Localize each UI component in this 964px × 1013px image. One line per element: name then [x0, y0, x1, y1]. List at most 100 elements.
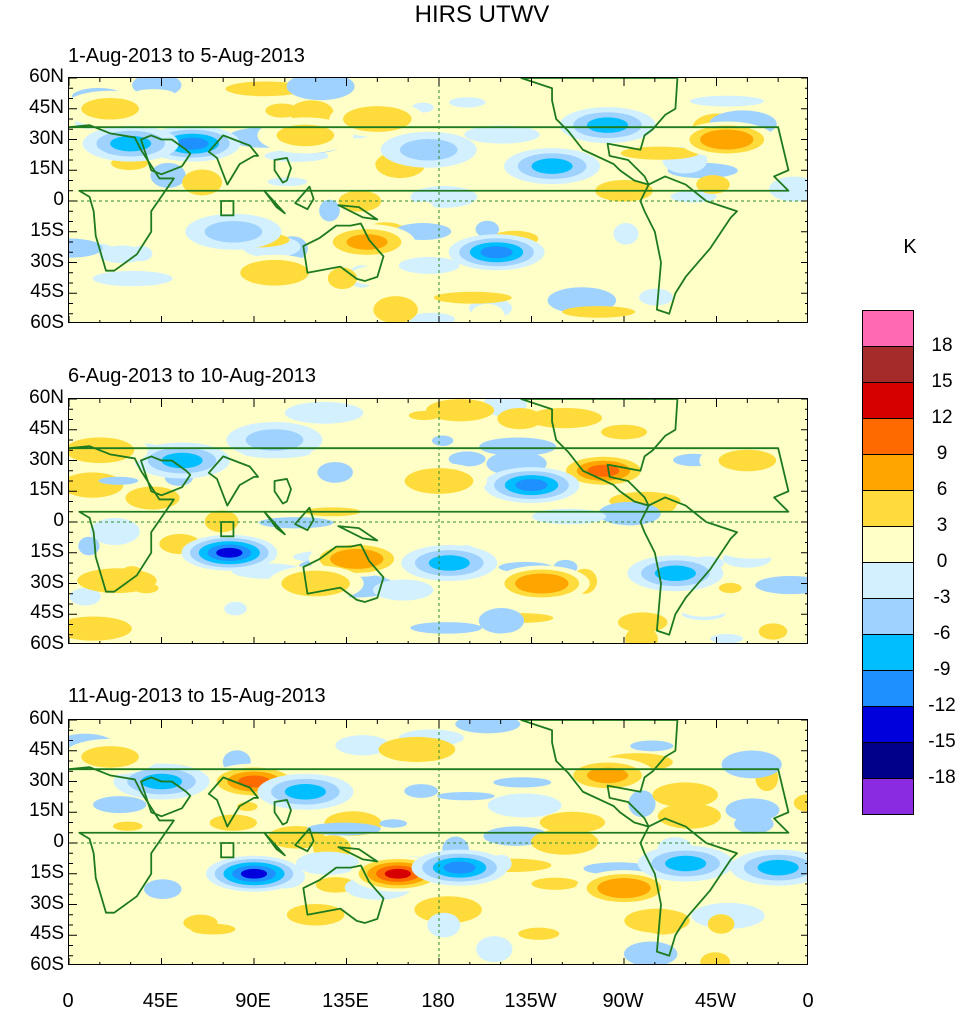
- lat-tick-label: 60N: [29, 66, 64, 87]
- anomaly-blob: [129, 245, 153, 262]
- anomaly-contour: [81, 97, 139, 120]
- lat-tick-label: 15S: [30, 861, 64, 883]
- continent-outline: [273, 799, 292, 826]
- lon-tick-label: 0: [802, 990, 814, 1012]
- anomaly-blob: [562, 306, 636, 318]
- continent-outline: [69, 766, 790, 914]
- colorbar-swatch: [862, 562, 914, 599]
- anomaly-contour: [204, 220, 263, 243]
- anomaly-blob: [379, 819, 408, 828]
- anomaly-blob: [170, 732, 208, 758]
- anomaly-blob: [707, 914, 735, 934]
- anomaly-blob: [718, 582, 742, 594]
- anomaly-blob: [478, 608, 525, 634]
- anomaly-contour: [399, 138, 458, 161]
- anomaly-blob: [725, 798, 780, 822]
- anomaly-blob: [113, 821, 143, 831]
- anomaly-contour: [586, 117, 629, 133]
- colorbar-level-label: -9: [933, 659, 951, 680]
- anomaly-blob: [700, 952, 731, 964]
- anomaly-blob: [601, 424, 648, 440]
- colorbar-level-label: -3: [933, 587, 951, 608]
- lat-tick-label: 45S: [30, 281, 64, 303]
- anomaly-blob: [470, 303, 505, 322]
- anomaly-blob: [224, 601, 247, 616]
- continent-outline: [140, 134, 192, 176]
- coastlines: [69, 399, 790, 636]
- colorbar-level-label: 3: [936, 515, 948, 536]
- anomaly-features: [69, 90, 775, 291]
- lat-tick-label: 30S: [30, 571, 64, 593]
- anomaly-blob: [652, 782, 719, 808]
- anomaly-contour: [253, 265, 296, 281]
- anomaly-blob: [732, 216, 807, 234]
- continent-outline: [639, 496, 738, 636]
- colorbar-swatch: [862, 310, 914, 347]
- anomaly-blob: [613, 223, 639, 245]
- anomaly-blob: [142, 853, 170, 869]
- anomaly-blob: [335, 735, 390, 756]
- anomaly-blob: [713, 532, 794, 559]
- continent-outline: [263, 510, 286, 536]
- colorbar-level-label: 18: [931, 335, 953, 356]
- anomaly-contour: [443, 861, 476, 874]
- colorbar-swatch: [862, 454, 914, 491]
- anomaly-contour: [757, 859, 799, 876]
- continent-outline: [207, 776, 260, 828]
- lat-tick-label: 15S: [30, 540, 64, 562]
- anomaly-blob: [69, 238, 103, 258]
- continent-outline: [69, 445, 790, 593]
- lat-tick-label: 0: [53, 510, 64, 531]
- anomaly-contour: [240, 868, 268, 879]
- texture-blobs: [69, 78, 807, 322]
- panel-2-title: 6-Aug-2013 to 10-Aug-2013: [68, 365, 316, 387]
- colorbar-swatch: [862, 490, 914, 527]
- lon-tick-label: 45E: [142, 990, 179, 1012]
- anomaly-contour: [525, 577, 558, 590]
- panel-1-map: [68, 77, 808, 323]
- anomaly-blob: [295, 851, 360, 875]
- anomaly-blob: [182, 169, 223, 196]
- anomaly-blob: [683, 935, 751, 952]
- anomaly-blob: [431, 435, 454, 447]
- lat-tick-label: 45N: [29, 417, 64, 439]
- anomaly-blob: [449, 97, 486, 108]
- anomaly-contour: [654, 565, 696, 581]
- lat-tick-label: 60S: [30, 633, 64, 654]
- anomaly-blob: [317, 462, 353, 483]
- anomaly-blob: [378, 736, 456, 763]
- lat-tick-label: 45S: [30, 923, 64, 945]
- continent-outline: [294, 827, 315, 853]
- anomaly-blob: [689, 95, 765, 107]
- continent-outline: [273, 478, 292, 505]
- anomaly-contour: [340, 552, 373, 565]
- anomaly-blob: [125, 486, 180, 510]
- anomaly-blob: [69, 616, 132, 641]
- anomaly-blob: [203, 96, 256, 113]
- anomaly-contour: [665, 855, 707, 872]
- lat-tick-label: 45S: [30, 602, 64, 624]
- anomaly-map-svg: [69, 78, 807, 322]
- continent-outline: [639, 175, 738, 315]
- anomaly-blob: [427, 912, 461, 938]
- lat-tick-label: 15N: [29, 158, 64, 180]
- colorbar-level-label: -15: [928, 731, 956, 752]
- anomaly-blob: [769, 176, 807, 202]
- anomaly-map-svg: [69, 720, 807, 964]
- colorbar-swatch: [862, 634, 914, 671]
- anomaly-blob: [679, 599, 729, 617]
- anomaly-blob: [617, 612, 668, 633]
- panel-3-title: 11-Aug-2013 to 15-Aug-2013: [68, 685, 326, 707]
- anomaly-blob: [110, 596, 179, 614]
- anomaly-contour: [161, 452, 203, 469]
- continent-outline: [294, 185, 315, 211]
- continent-outline: [302, 543, 385, 603]
- colorbar-swatch: [862, 418, 914, 455]
- anomaly-contour: [245, 429, 304, 451]
- anomaly-blob: [69, 587, 101, 606]
- continent-outline: [273, 157, 292, 184]
- anomaly-blob: [696, 175, 730, 194]
- continent-outline: [69, 124, 790, 272]
- anomaly-blob: [505, 286, 535, 304]
- anomaly-blob: [319, 199, 340, 222]
